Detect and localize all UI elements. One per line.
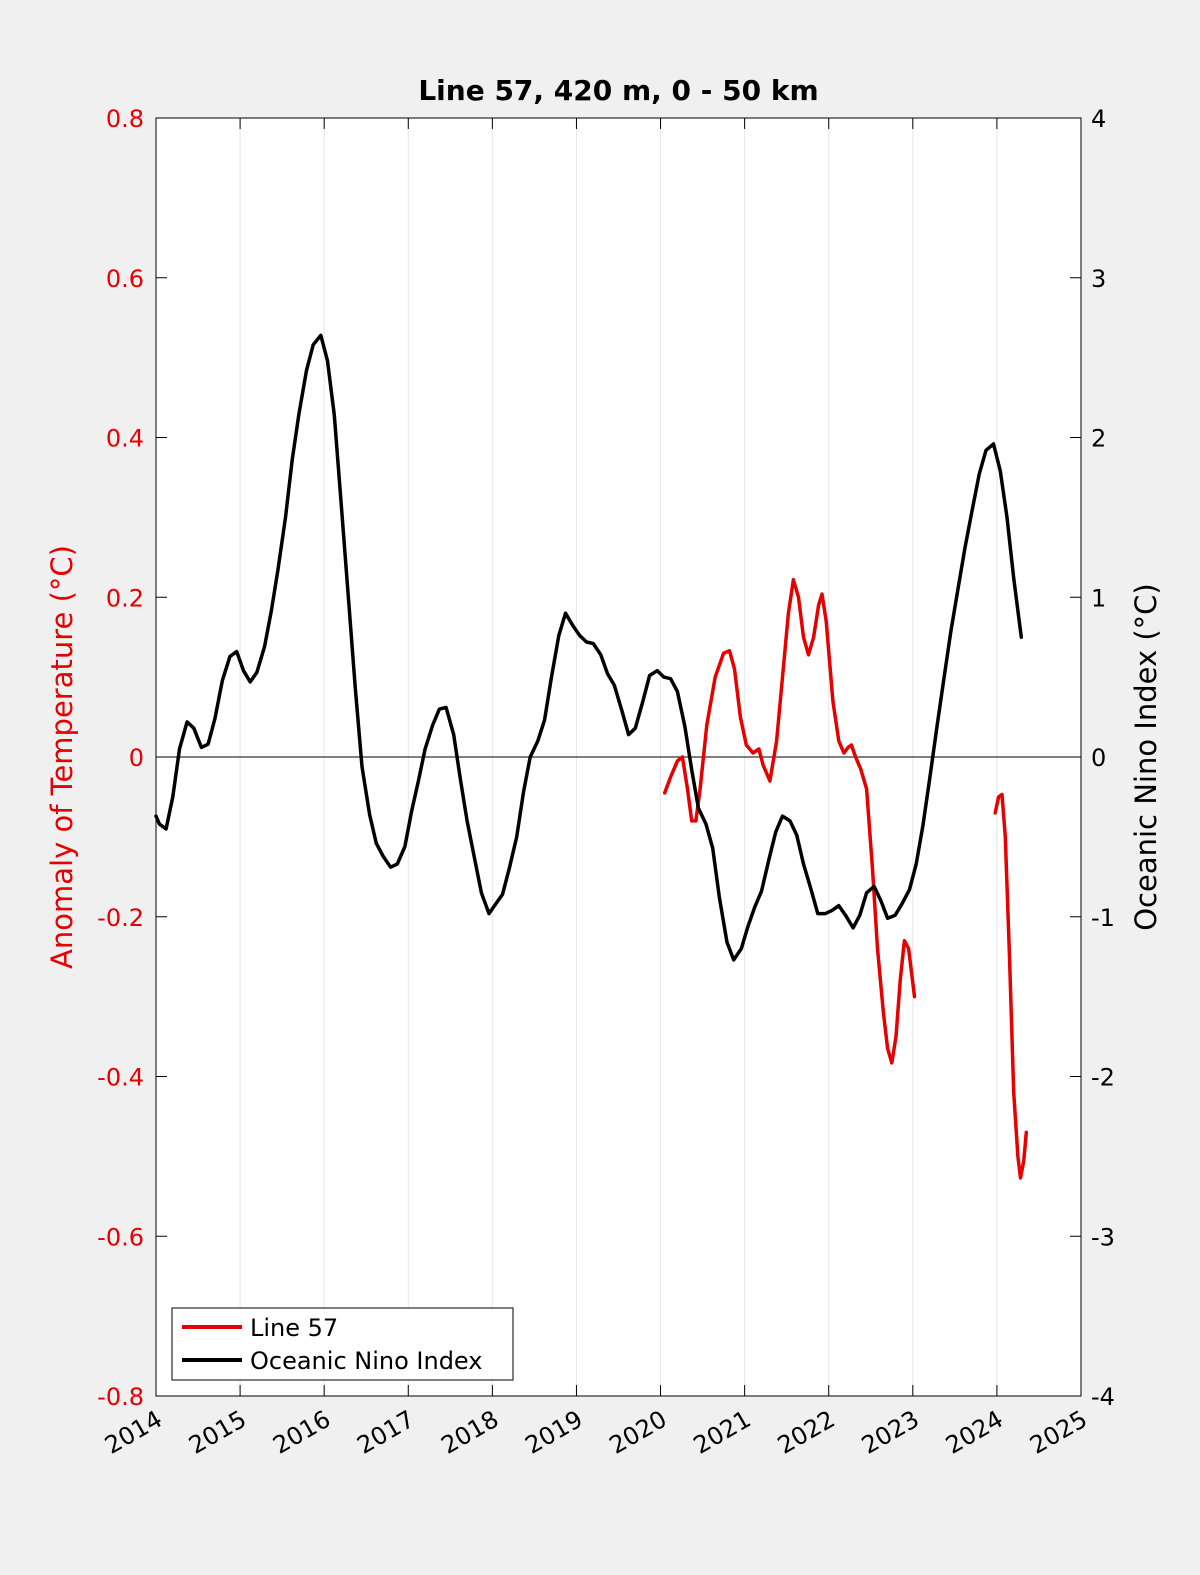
left-y-tick-label: -0.6 [97, 1223, 144, 1251]
left-y-tick-label: 0 [129, 744, 144, 772]
right-y-tick-label: 3 [1091, 265, 1106, 293]
legend-label-oceanic-nino-index: Oceanic Nino Index [250, 1347, 482, 1375]
series-line-line-57 [662, 577, 917, 1065]
legend: Line 57 Oceanic Nino Index [171, 1307, 514, 1381]
legend-box [171, 1307, 514, 1381]
right-y-tick-label: 4 [1091, 105, 1106, 133]
right-y-axis: -4 -3 -2 -1 0 1 2 3 4 [1070, 105, 1115, 1411]
left-y-tick-label: 0.2 [106, 584, 144, 612]
right-y-tick-label: 2 [1091, 425, 1106, 453]
left-y-tick-label: -0.2 [97, 904, 144, 932]
right-y-tick-label: 0 [1091, 744, 1106, 772]
right-y-tick-label: -3 [1091, 1223, 1115, 1251]
right-y-tick-label: -2 [1091, 1064, 1115, 1092]
left-y-tick-label: 0.8 [106, 105, 144, 133]
left-y-axis-label: Anomaly of Temperature (°C) [45, 545, 79, 969]
left-y-tick-label: -0.8 [97, 1383, 144, 1411]
chart-title: Line 57, 420 m, 0 - 50 km [418, 74, 818, 107]
right-y-tick-label: -1 [1091, 904, 1115, 932]
left-y-tick-label: -0.4 [97, 1064, 144, 1092]
series-line-line-57 [993, 792, 1029, 1180]
right-y-axis-label: Oceanic Nino Index (°C) [1129, 583, 1163, 931]
left-y-tick-label: 0.4 [106, 425, 144, 453]
series-line-oceanic-nino-index [154, 333, 1024, 962]
left-y-axis: -0.8 -0.6 -0.4 -0.2 0 0.2 0.4 0.6 0.8 [97, 105, 167, 1411]
left-y-tick-label: 0.6 [106, 265, 144, 293]
legend-label-line57: Line 57 [250, 1314, 338, 1342]
right-y-tick-label: 1 [1091, 584, 1106, 612]
right-y-tick-label: -4 [1091, 1383, 1115, 1411]
series-layer [154, 333, 1029, 1180]
